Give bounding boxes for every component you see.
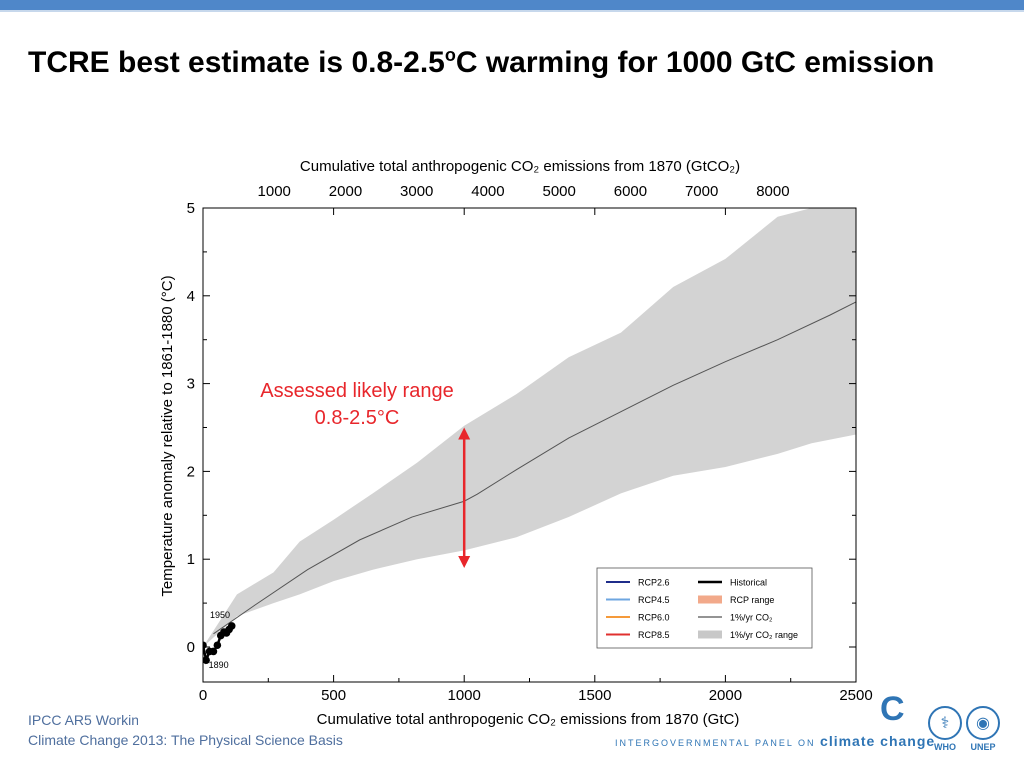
y-tick-label: 2: [187, 463, 195, 480]
legend-label: RCP8.5: [638, 630, 670, 640]
likely-range-label: Assessed likely range: [260, 380, 453, 402]
legend-label: RCP4.5: [638, 595, 670, 605]
x-tick-label: 1500: [578, 687, 611, 704]
y-tick-label: 4: [187, 288, 195, 305]
legend-label: RCP6.0: [638, 613, 670, 623]
unep-label: UNEP: [970, 742, 996, 752]
historical-point: [203, 656, 210, 664]
who-label: WHO: [934, 742, 956, 752]
top-axis-label: Cumulative total anthropogenic CO₂ emiss…: [300, 158, 740, 175]
top-tick-label: 8000: [756, 183, 789, 200]
historical-point: [213, 641, 222, 650]
top-accent-bar: [0, 0, 1024, 10]
top-tick-label: 4000: [471, 183, 504, 200]
ipcc-logo-text: INTERGOVERNMENTAL PANEL ON climate chang…: [615, 733, 936, 749]
top-tick-label: 6000: [614, 183, 647, 200]
who-emblem-icon: ⚕: [928, 706, 962, 740]
x-tick-label: 2000: [709, 687, 742, 704]
legend-swatch: [698, 630, 722, 639]
x-tick-label: 0: [199, 687, 207, 704]
x-axis-label: Cumulative total anthropogenic CO₂ emiss…: [317, 711, 740, 728]
top-tick-label: 5000: [542, 183, 575, 200]
legend-label: RCP range: [730, 595, 774, 605]
legend-label: 1%/yr CO₂: [730, 613, 773, 623]
legend-label: RCP2.6: [638, 578, 670, 588]
top-accent-line: [0, 10, 1024, 12]
line-1pct-co2: [213, 301, 856, 635]
legend-label: Historical: [730, 578, 767, 588]
y-axis-label: Temperature anomaly relative to 1861-188…: [159, 275, 176, 596]
x-tick-label: 2500: [839, 687, 872, 704]
arrow-head-down-icon: [458, 555, 471, 568]
historical-year-label: 1950: [210, 610, 230, 620]
top-tick-label: 7000: [685, 183, 718, 200]
historical-point: [227, 622, 236, 630]
historical-year-label: 1890: [209, 660, 229, 670]
arrow-head-up-icon: [458, 427, 471, 440]
footer: IPCC AR5 Working Climate Change 2013: Th…: [28, 710, 343, 750]
footer-line-1: IPCC AR5 Working: [28, 712, 138, 728]
top-tick-label: 3000: [400, 183, 433, 200]
likely-range-value: 0.8-2.5°C: [315, 407, 400, 429]
y-tick-label: 5: [187, 200, 195, 217]
legend-swatch: [698, 595, 722, 604]
legend-label: 1%/yr CO₂ range: [730, 630, 798, 640]
top-tick-label: 2000: [329, 183, 362, 200]
ipcc-logo-mark: C: [880, 690, 905, 728]
historical-point: [209, 647, 218, 656]
x-tick-label: 1000: [448, 687, 481, 704]
slide-title: TCRE best estimate is 0.8-2.5oC warming …: [28, 45, 935, 79]
footer-line-2: Climate Change 2013: The Physical Scienc…: [28, 732, 343, 748]
top-tick-label: 1000: [258, 183, 291, 200]
y-tick-label: 3: [187, 376, 195, 393]
x-tick-label: 500: [321, 687, 346, 704]
y-tick-label: 1: [187, 551, 195, 568]
y-tick-label: 0: [187, 639, 195, 656]
unep-emblem-icon: ◉: [966, 706, 1000, 740]
